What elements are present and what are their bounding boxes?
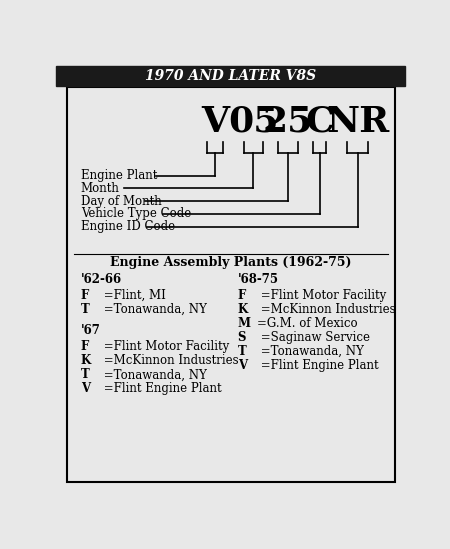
Text: V: V bbox=[201, 105, 229, 139]
Text: =Flint Engine Plant: =Flint Engine Plant bbox=[257, 358, 378, 372]
Text: F: F bbox=[81, 340, 89, 354]
Text: 05: 05 bbox=[228, 105, 279, 139]
Text: =Tonawanda, NY: =Tonawanda, NY bbox=[100, 303, 207, 316]
Text: K: K bbox=[238, 303, 248, 316]
Text: =Flint Engine Plant: =Flint Engine Plant bbox=[100, 382, 221, 395]
Text: =G.M. of Mexico: =G.M. of Mexico bbox=[257, 317, 357, 330]
Text: V: V bbox=[81, 382, 90, 395]
Text: F: F bbox=[81, 289, 89, 302]
Text: V: V bbox=[238, 358, 247, 372]
Text: T: T bbox=[81, 368, 90, 382]
Text: 25: 25 bbox=[263, 105, 313, 139]
Text: T: T bbox=[81, 303, 90, 316]
Text: Engine Assembly Plants (1962-75): Engine Assembly Plants (1962-75) bbox=[110, 256, 351, 269]
Text: '67: '67 bbox=[81, 324, 100, 338]
Text: '62-66: '62-66 bbox=[81, 273, 122, 286]
Text: Day of Month: Day of Month bbox=[81, 195, 162, 208]
Text: T: T bbox=[238, 345, 246, 358]
Text: =Tonawanda, NY: =Tonawanda, NY bbox=[257, 345, 364, 358]
Text: =Tonawanda, NY: =Tonawanda, NY bbox=[100, 368, 207, 382]
Text: '68-75: '68-75 bbox=[238, 273, 279, 286]
Text: Month: Month bbox=[81, 182, 120, 195]
Text: M: M bbox=[238, 317, 251, 330]
Text: C: C bbox=[305, 105, 334, 139]
Text: =McKinnon Industries: =McKinnon Industries bbox=[257, 303, 396, 316]
Text: Engine ID Code: Engine ID Code bbox=[81, 220, 175, 233]
Text: Engine Plant: Engine Plant bbox=[81, 169, 157, 182]
Text: =McKinnon Industries: =McKinnon Industries bbox=[100, 355, 239, 367]
Text: F: F bbox=[238, 289, 246, 302]
Text: =Flint, MI: =Flint, MI bbox=[100, 289, 166, 302]
Text: NR: NR bbox=[326, 105, 390, 139]
Text: S: S bbox=[238, 331, 246, 344]
Text: =Flint Motor Facility: =Flint Motor Facility bbox=[257, 289, 386, 302]
Text: =Saginaw Service: =Saginaw Service bbox=[257, 331, 370, 344]
Text: K: K bbox=[81, 355, 91, 367]
Text: Vehicle Type Code: Vehicle Type Code bbox=[81, 208, 191, 220]
Text: =Flint Motor Facility: =Flint Motor Facility bbox=[100, 340, 229, 354]
FancyBboxPatch shape bbox=[56, 66, 405, 86]
Text: 1970 AND LATER V8S: 1970 AND LATER V8S bbox=[145, 69, 316, 83]
